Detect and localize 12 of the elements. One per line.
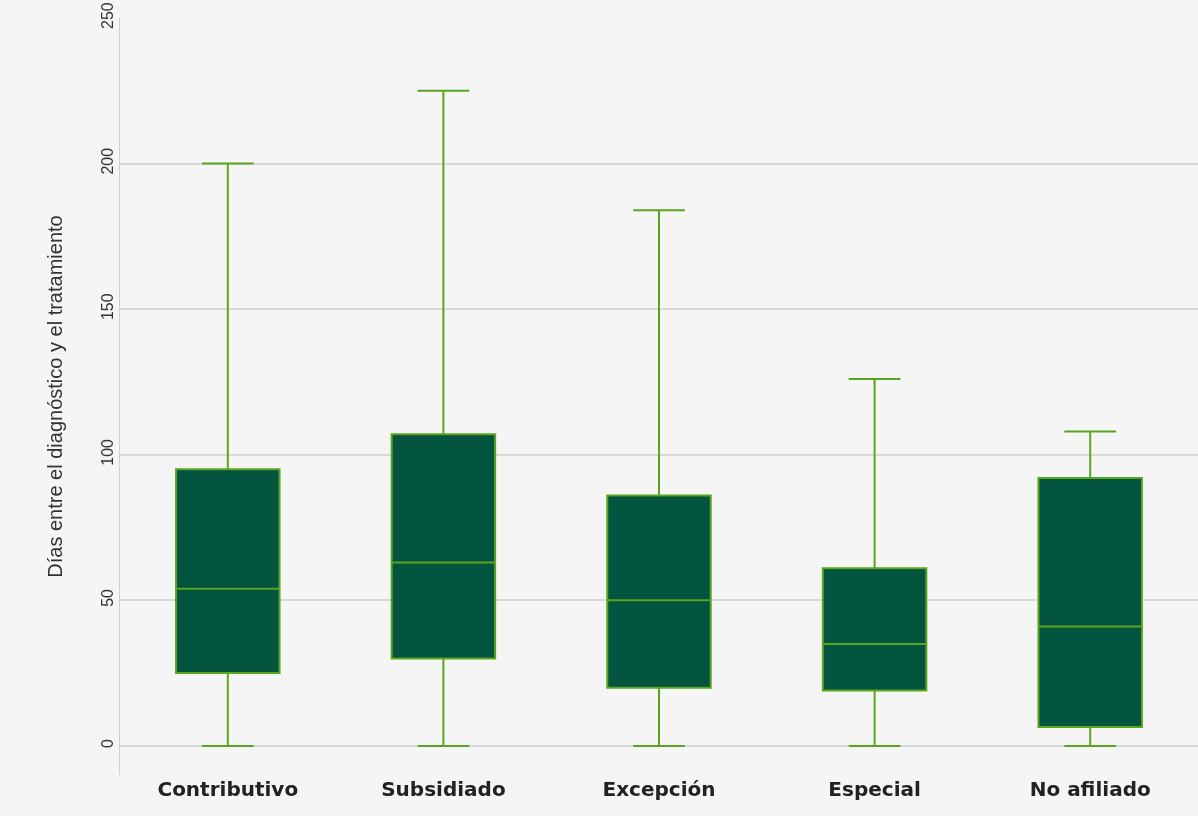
y-tick-label: 250: [98, 2, 116, 29]
x-tick-label: No afiliado: [1029, 777, 1151, 801]
x-tick-label: Subsidiado: [381, 777, 506, 801]
y-tick-label: 50: [98, 588, 116, 607]
y-tick-label: 150: [98, 293, 116, 321]
y-tick-label: 100: [98, 438, 116, 466]
x-tick-label: Excepción: [602, 777, 716, 801]
y-tick-label: 0: [98, 738, 116, 748]
y-tick-label: 200: [98, 147, 116, 175]
x-tick-label: Contributivo: [157, 777, 299, 801]
x-tick-label: Especial: [828, 777, 921, 801]
y-axis-title: Días entre el diagnóstico y el tratamiento: [44, 215, 67, 578]
